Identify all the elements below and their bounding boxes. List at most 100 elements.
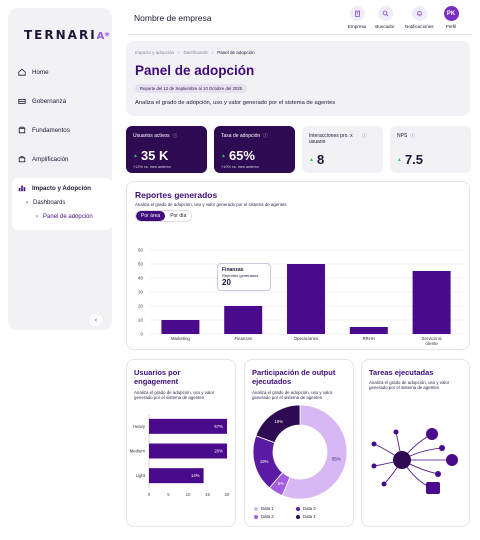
network-node — [381, 481, 387, 487]
company-name: Nombre de empresa — [134, 13, 212, 23]
bell-icon — [416, 11, 422, 17]
sidebar-item-amplificacion[interactable]: Amplificación — [18, 155, 68, 163]
network-node — [393, 429, 399, 435]
sidebar: TERNARIA* Home Gobernanza Fundamentos Am… — [8, 8, 112, 330]
donut-legend: Data 1 Data 3 Data 2 Data 4 — [254, 506, 338, 519]
network-node — [393, 451, 411, 469]
x-tick-label: 5 — [167, 492, 170, 497]
sidebar-item-label: Gobernanza — [32, 97, 67, 105]
toggle-por-dia[interactable]: Por día — [170, 213, 187, 219]
data-label: 19% — [275, 419, 284, 424]
sidebar-subitem-panel[interactable]: › Panel de adopción — [36, 214, 93, 220]
data-label: 5% — [278, 481, 284, 486]
card-title: Usuarios por engagement — [134, 368, 181, 386]
sidebar-item-label: Amplificación — [32, 155, 69, 163]
legend-item: Data 3 — [296, 506, 338, 511]
bar — [224, 306, 263, 334]
info-icon[interactable]: ⓘ — [263, 133, 268, 138]
bar — [287, 264, 325, 334]
arrow-up-icon: ▲ — [309, 156, 314, 163]
card-description: Analiza el grado de adopción, uso y valo… — [134, 390, 215, 400]
y-tick-label: Heavy — [133, 424, 146, 429]
kpi-sub: +10% vs. mes anterior — [221, 165, 259, 169]
search-button[interactable]: Buscador — [371, 6, 399, 29]
collapse-sidebar-button[interactable]: ‹ — [90, 314, 102, 326]
kpi-label: Interacciones pro. x usuario — [309, 133, 353, 145]
legend-swatch — [296, 506, 300, 511]
y-tick-label: 0 — [140, 332, 143, 337]
breadcrumb-item[interactable]: Impacto y adopción — [135, 50, 175, 55]
building-icon — [354, 10, 360, 17]
company-button[interactable]: Empresa — [343, 6, 371, 29]
sidebar-item-gobernanza[interactable]: Gobernanza — [18, 97, 66, 105]
x-tick-label: Finanzas — [234, 336, 251, 341]
box-icon — [18, 126, 26, 134]
area-day-toggle: Por área Por día — [135, 210, 193, 222]
chevron-right-icon: › — [26, 200, 28, 206]
sidebar-item-impacto[interactable]: Impacto y Adopción — [18, 184, 91, 192]
kpi-value: 35 K — [140, 148, 169, 163]
x-tick-label: 20 — [225, 492, 230, 497]
kpi-value: 7.5 — [404, 152, 424, 167]
sidebar-subitem-dashboards[interactable]: › Dashboards — [26, 200, 66, 206]
network-node — [371, 441, 377, 447]
donut-slice — [281, 404, 348, 500]
sidebar-item-label: Fundamentos — [32, 126, 70, 134]
x-tick-label: 10 — [186, 492, 191, 497]
notifications-button[interactable]: Notificaciones — [405, 6, 434, 29]
tooltip-label: Reportes generados — [222, 273, 259, 278]
kpi-card-nps: NPS ⓘ ▲ 7.5 — [390, 126, 471, 173]
x-tick-label: Marketing — [171, 336, 190, 341]
sidebar-item-label: Home — [32, 68, 49, 76]
toggle-por-area[interactable]: Por área — [136, 211, 166, 221]
info-icon[interactable]: ⓘ — [172, 133, 178, 138]
bar — [412, 271, 451, 334]
breadcrumb-current: Panel de adopción — [217, 50, 255, 55]
bar — [149, 443, 227, 459]
card-description: Analiza el grado de adopción, uso y valo… — [252, 390, 333, 400]
engagement-bar-chart: 0 5 10 15 20 Heavy 57% Medium 20% Light 14% — [130, 414, 230, 497]
arrow-up-icon: ▲ — [133, 152, 138, 159]
info-icon[interactable]: ⓘ — [410, 133, 415, 138]
data-label: 14% — [191, 473, 200, 478]
y-tick-label: 40 — [138, 276, 144, 281]
legend-swatch — [254, 514, 258, 519]
bar-chart-icon — [18, 185, 26, 192]
donut-slice — [255, 404, 301, 444]
bar — [149, 468, 204, 484]
kpi-label: NPS — [397, 133, 408, 139]
breadcrumb: Impacto y adopción › Dashboards › Panel de… — [135, 50, 255, 55]
page-title: Panel de adopción — [135, 63, 255, 78]
legend-item: Data 1 — [254, 506, 296, 511]
participacion-card: Participación de output ejecutados Anali… — [244, 359, 354, 527]
x-tick-label: RRHH — [363, 336, 375, 341]
sidebar-item-home[interactable]: Home — [18, 68, 49, 76]
y-tick-label: Medium — [130, 449, 146, 454]
legend-item: Data 2 — [254, 514, 296, 519]
bar — [161, 320, 200, 334]
x-tick-label: 15 — [205, 492, 210, 497]
network-node — [446, 454, 458, 466]
profile-button[interactable]: PK Perfil — [437, 6, 465, 29]
reportes-bar-chart: 0 10 20 30 40 50 60 Marketing Finanzas Operacione… — [138, 248, 463, 346]
network-node — [439, 445, 445, 451]
network-node — [426, 428, 438, 440]
header-divider — [128, 34, 472, 35]
bar — [149, 418, 227, 434]
search-icon — [382, 10, 388, 17]
card-title: Participación de output ejecutados — [252, 368, 336, 386]
y-tick-label: 60 — [138, 248, 144, 253]
info-icon[interactable]: ⓘ — [362, 133, 367, 138]
x-tick-label: Operaciones — [294, 336, 318, 341]
tooltip-title: Finanzas — [222, 267, 244, 273]
page-header: Impacto y adopción › Dashboards › Panel de… — [126, 41, 470, 116]
date-range-badge[interactable]: Reporte del 12 de Septiembre al 10 Octub… — [135, 84, 247, 93]
arrow-up-icon: ▲ — [397, 156, 402, 163]
sidebar-item-label: Impacto y Adopción — [32, 184, 91, 192]
y-tick-label: 30 — [138, 290, 144, 295]
tooltip-value: 20 — [222, 278, 231, 287]
breadcrumb-item[interactable]: Dashboards — [183, 50, 208, 55]
sidebar-item-fundamentos[interactable]: Fundamentos — [18, 126, 70, 134]
legend-item: Data 4 — [296, 514, 338, 519]
brand-logo[interactable]: TERNARIA* — [24, 28, 110, 42]
